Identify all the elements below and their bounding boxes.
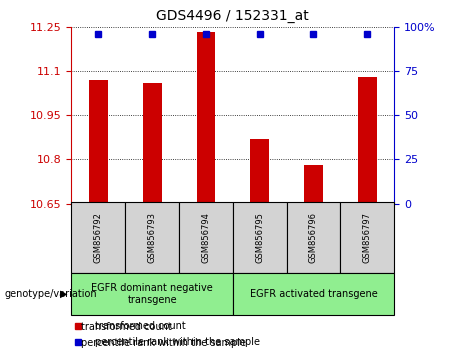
Bar bbox=[71, 202, 125, 273]
Bar bbox=[233, 273, 394, 315]
Text: percentile rank within the sample: percentile rank within the sample bbox=[95, 337, 260, 347]
Bar bbox=[71, 273, 233, 315]
Text: transformed count: transformed count bbox=[95, 321, 185, 331]
Bar bbox=[287, 202, 340, 273]
Text: GSM856793: GSM856793 bbox=[148, 212, 157, 263]
Text: genotype/variation: genotype/variation bbox=[5, 289, 97, 299]
Text: GSM856792: GSM856792 bbox=[94, 212, 103, 263]
Bar bbox=[250, 139, 269, 204]
Bar bbox=[125, 202, 179, 273]
Text: GSM856796: GSM856796 bbox=[309, 212, 318, 263]
Bar bbox=[196, 33, 215, 204]
Text: transformed count: transformed count bbox=[81, 322, 171, 332]
Title: GDS4496 / 152331_at: GDS4496 / 152331_at bbox=[156, 9, 309, 23]
Text: GSM856797: GSM856797 bbox=[363, 212, 372, 263]
Text: GSM856794: GSM856794 bbox=[201, 212, 210, 263]
Text: EGFR activated transgene: EGFR activated transgene bbox=[249, 289, 378, 299]
Text: GSM856795: GSM856795 bbox=[255, 212, 264, 263]
Bar bbox=[340, 202, 394, 273]
Bar bbox=[89, 80, 108, 204]
Text: ▶: ▶ bbox=[60, 289, 67, 299]
Bar bbox=[179, 202, 233, 273]
Text: percentile rank within the sample: percentile rank within the sample bbox=[81, 338, 246, 348]
Bar bbox=[358, 77, 377, 204]
Text: EGFR dominant negative
transgene: EGFR dominant negative transgene bbox=[91, 283, 213, 305]
Bar bbox=[233, 202, 287, 273]
Bar bbox=[304, 165, 323, 204]
Bar bbox=[143, 82, 161, 204]
